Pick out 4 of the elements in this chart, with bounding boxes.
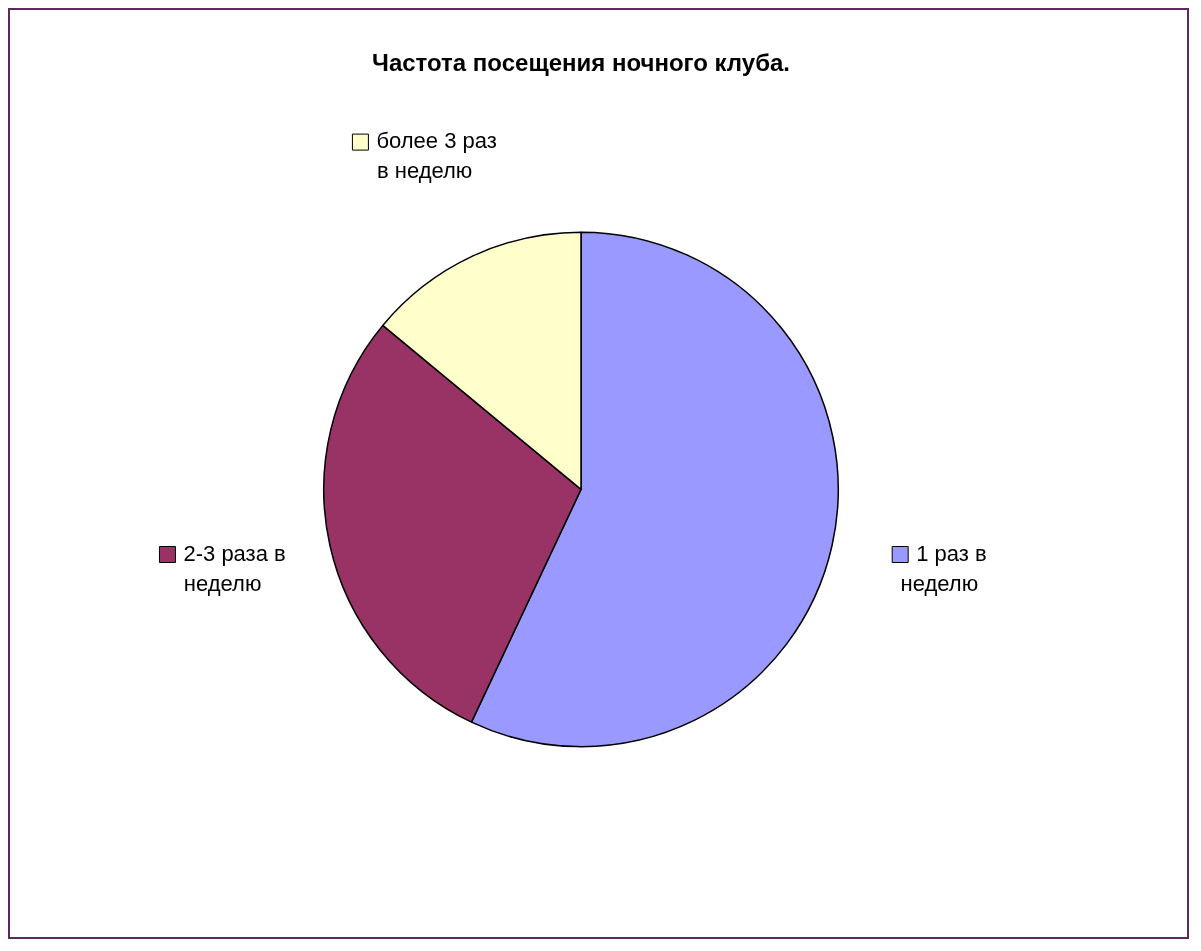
legend-label: 2-3 раза в неделю bbox=[183, 540, 286, 596]
legend-label: более 3 раз в неделю bbox=[376, 128, 497, 184]
legend-label: 1 раз в неделю bbox=[900, 540, 987, 596]
chart-title: Частота посещения ночного клуба. bbox=[372, 49, 790, 77]
